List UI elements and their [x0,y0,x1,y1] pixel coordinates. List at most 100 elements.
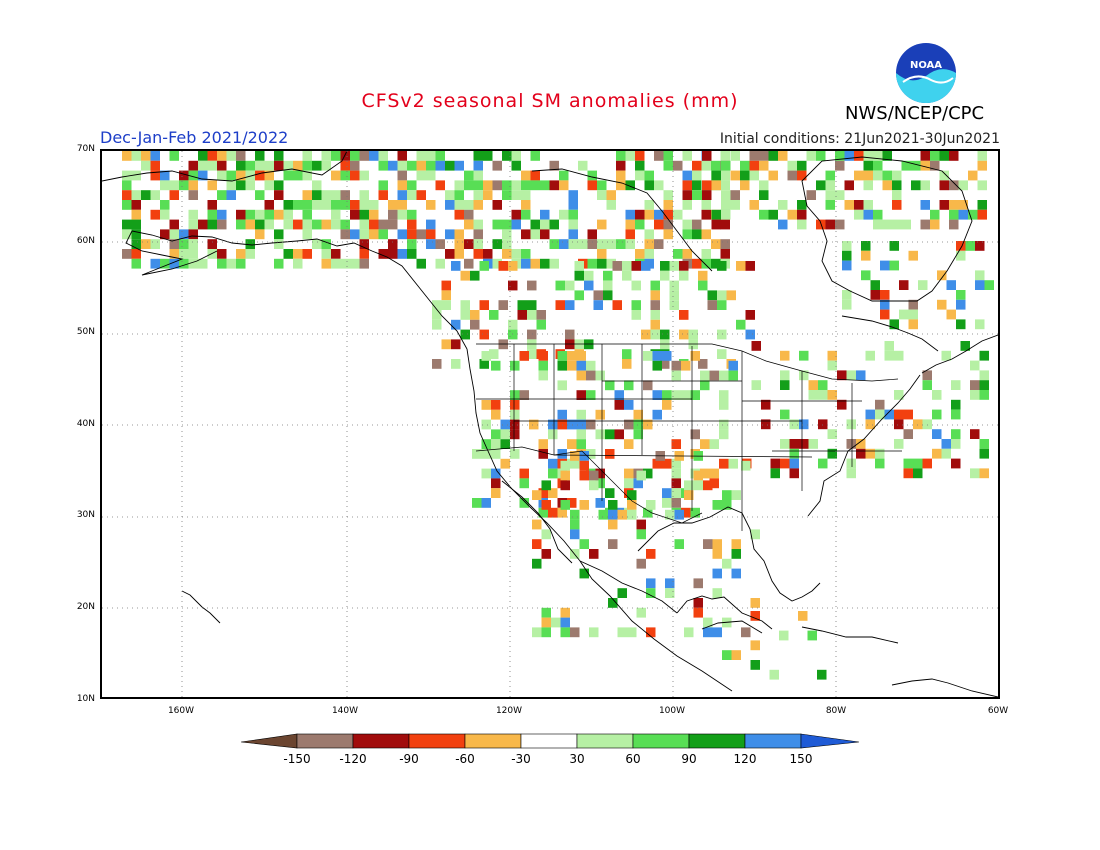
anomaly-cell [884,409,894,420]
anomaly-cell [606,190,616,200]
map-title: CFSv2 seasonal SM anomalies (mm) [361,90,739,112]
anomaly-cell [198,258,208,269]
noaa-logo: NOAA [896,43,956,103]
anomaly-cell [122,190,132,200]
anomaly-cell [481,468,491,479]
anomaly-cell [141,160,151,171]
anomaly-cell [870,290,880,300]
anomaly-cell [671,468,681,479]
anomaly-cell [321,190,331,200]
anomaly-cell [631,280,641,291]
anomaly-cell [956,319,966,330]
anomaly-cell [702,151,712,161]
anomaly-cell [719,390,729,400]
anomaly-cell [652,409,662,420]
anomaly-cell [854,209,864,220]
anomaly-cell [631,300,641,310]
anomaly-cell [702,190,712,200]
anomaly-cell [388,160,398,171]
anomaly-cell [483,151,493,161]
anomaly-cell [652,458,662,469]
anomaly-cell [521,258,531,269]
anomaly-cell [568,209,578,220]
anomaly-cell [770,458,780,469]
anomaly-cell [255,160,265,171]
anomaly-cell [692,258,702,269]
anomaly-cell [502,180,512,191]
anomaly-cell [644,180,654,191]
anomaly-cell [908,299,918,310]
anomaly-cell [312,200,322,210]
anomaly-cell [293,258,303,269]
anomaly-cell [663,229,673,240]
anomaly-cell [179,170,189,181]
anomaly-cell [160,200,170,210]
anomaly-cell [682,219,692,230]
anomaly-cell [889,241,899,251]
anomaly-cell [797,219,807,230]
anomaly-cell [865,448,875,459]
anomaly-cell [679,329,689,340]
anomaly-cell [741,627,751,638]
anomaly-cell [226,258,236,269]
anomaly-cell [806,151,816,161]
anomaly-cell [728,370,738,381]
legend-tick-label: 120 [733,752,757,766]
anomaly-cell [903,458,913,469]
anomaly-cell [652,360,662,371]
anomaly-cell [930,219,940,230]
anomaly-cell [818,458,828,469]
anomaly-cell [274,160,284,171]
anomaly-cell [169,151,179,161]
anomaly-cell [669,300,679,310]
anomaly-cell [498,261,508,271]
anomaly-cell [359,209,369,220]
anomaly-cell [122,249,132,259]
anomaly-cell [636,519,646,530]
anomaly-cell [560,607,570,618]
anomaly-cell [426,219,436,230]
anomaly-cell [350,200,360,210]
anomaly-cell [312,239,322,249]
anomaly-cell [759,209,769,220]
anomaly-cell [198,170,208,181]
anomaly-cell [460,310,470,320]
anomaly-cell [846,468,856,479]
anomaly-cell [150,190,160,200]
anomaly-cell [359,190,369,200]
anomaly-cell [722,558,732,569]
anomaly-cell [671,370,681,381]
anomaly-cell [359,200,369,210]
anomaly-cell [416,258,426,269]
anomaly-cell [882,180,892,191]
anomaly-cell [703,617,713,628]
anomaly-cell [532,519,542,530]
legend-tick-label: 90 [681,752,697,766]
anomaly-cell [939,170,949,181]
anomaly-cell [627,509,637,520]
anomaly-cell [236,219,246,230]
anomaly-cell [538,360,548,371]
anomaly-cell [472,498,482,508]
anomaly-cell [470,310,480,320]
anomaly-cell [510,429,520,440]
anomaly-cell [549,160,559,171]
anomaly-cell [650,319,660,330]
anomaly-cell [827,360,837,371]
anomaly-cell [188,258,198,269]
anomaly-cell [207,160,217,171]
anomaly-cell [692,160,702,171]
anomaly-cell [491,400,501,410]
anomaly-cell [359,258,369,269]
anomaly-cell [698,270,708,281]
legend-arrow-low [241,733,298,749]
anomaly-cell [882,170,892,181]
anomaly-cell [605,449,615,459]
anomaly-cell [751,341,761,351]
anomaly-cell [719,370,729,381]
latitude-label: 10N [76,693,95,704]
anomaly-cell [407,209,417,220]
anomaly-cell [236,180,246,191]
anomaly-cell [958,209,968,220]
anomaly-cell [122,151,132,161]
